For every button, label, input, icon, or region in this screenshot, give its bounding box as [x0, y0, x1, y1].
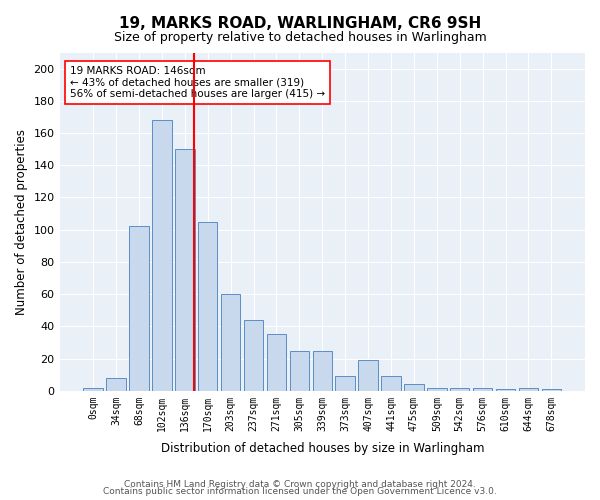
- Bar: [313, 350, 332, 391]
- Bar: [244, 320, 263, 391]
- Bar: [106, 378, 126, 391]
- Bar: [129, 226, 149, 391]
- Bar: [542, 389, 561, 391]
- Bar: [221, 294, 241, 391]
- Text: Contains public sector information licensed under the Open Government Licence v3: Contains public sector information licen…: [103, 487, 497, 496]
- Bar: [427, 388, 446, 391]
- Bar: [335, 376, 355, 391]
- Bar: [358, 360, 378, 391]
- Bar: [175, 149, 194, 391]
- Bar: [290, 350, 309, 391]
- Bar: [473, 388, 493, 391]
- Bar: [267, 334, 286, 391]
- Text: Contains HM Land Registry data © Crown copyright and database right 2024.: Contains HM Land Registry data © Crown c…: [124, 480, 476, 489]
- Bar: [496, 389, 515, 391]
- Bar: [381, 376, 401, 391]
- Bar: [152, 120, 172, 391]
- Text: 19 MARKS ROAD: 146sqm
← 43% of detached houses are smaller (319)
56% of semi-det: 19 MARKS ROAD: 146sqm ← 43% of detached …: [70, 66, 325, 99]
- Bar: [450, 388, 469, 391]
- Text: Size of property relative to detached houses in Warlingham: Size of property relative to detached ho…: [113, 31, 487, 44]
- Bar: [83, 388, 103, 391]
- Text: 19, MARKS ROAD, WARLINGHAM, CR6 9SH: 19, MARKS ROAD, WARLINGHAM, CR6 9SH: [119, 16, 481, 31]
- Bar: [198, 222, 217, 391]
- Y-axis label: Number of detached properties: Number of detached properties: [15, 128, 28, 314]
- Bar: [404, 384, 424, 391]
- X-axis label: Distribution of detached houses by size in Warlingham: Distribution of detached houses by size …: [161, 442, 484, 455]
- Bar: [519, 388, 538, 391]
